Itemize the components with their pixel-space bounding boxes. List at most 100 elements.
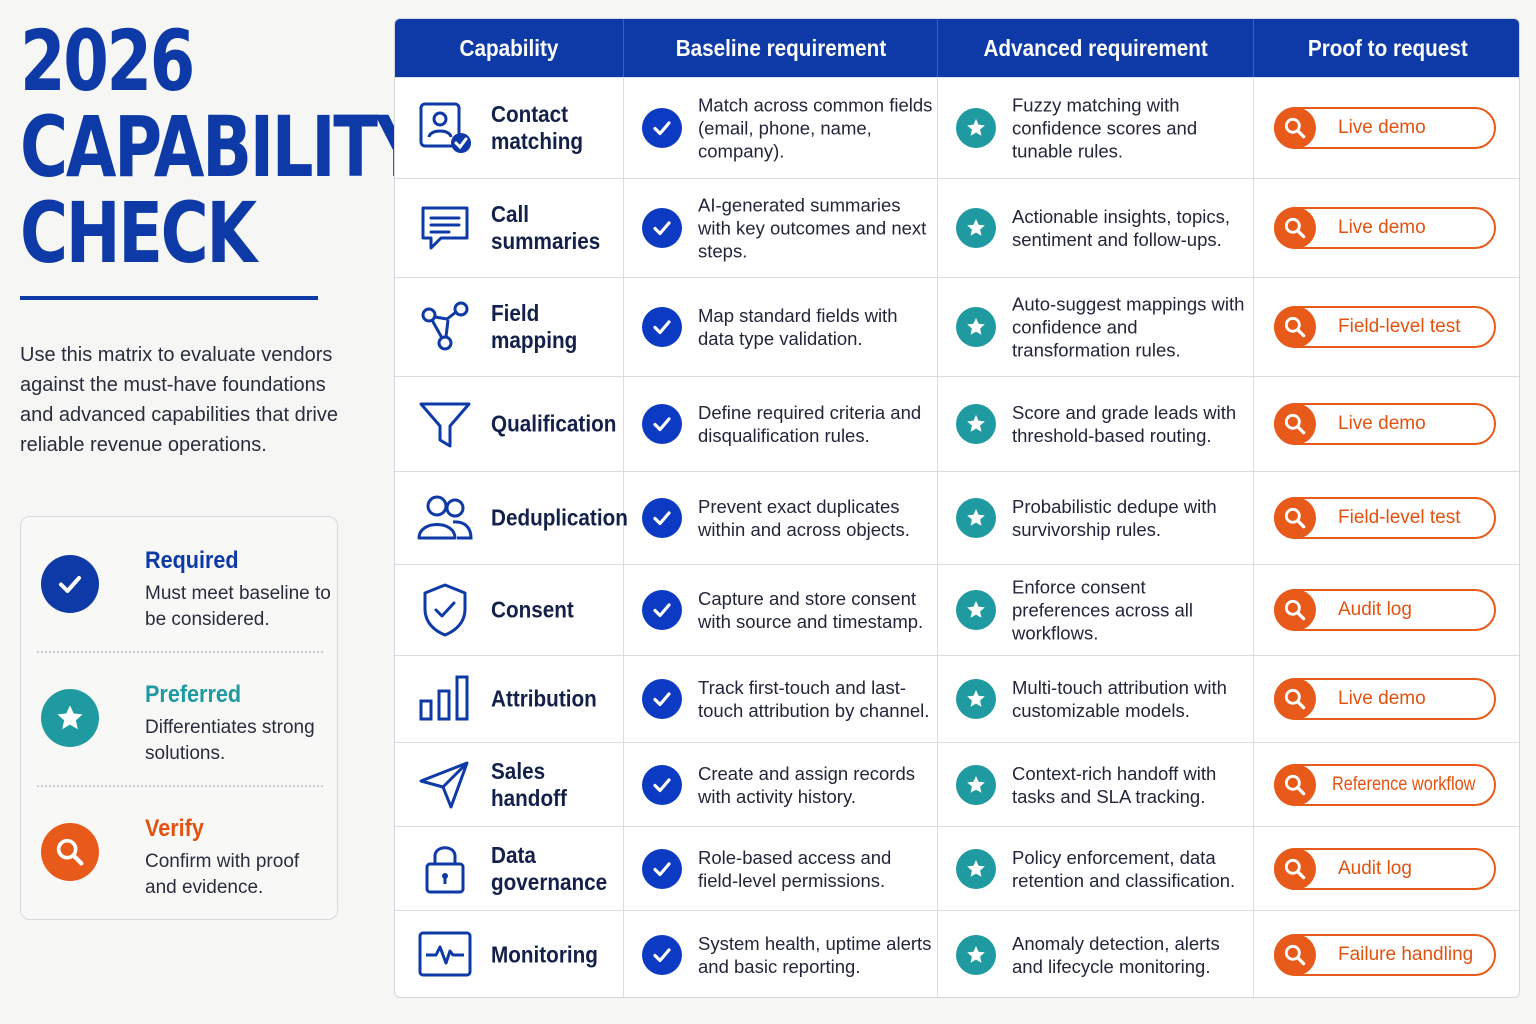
star-icon: [956, 307, 996, 347]
capability-cell: Deduplication: [395, 472, 628, 564]
proof-label: Audit log: [1338, 599, 1412, 620]
advanced-cell: Actionable insights, topics, sentiment a…: [938, 179, 1254, 277]
proof-button[interactable]: Audit log: [1274, 589, 1496, 631]
capability-cell: Contact matching: [395, 78, 624, 178]
proof-cell: Audit log: [1254, 827, 1519, 910]
magnifier-icon: [1274, 207, 1316, 249]
header-proof: Proof to request: [1307, 34, 1468, 61]
baseline-text: Role-based access and field-level permis…: [698, 846, 892, 891]
check-icon: [642, 404, 682, 444]
shield-check-icon: [415, 580, 475, 640]
proof-cell: Failure handling: [1254, 911, 1519, 997]
check-icon: [642, 848, 682, 889]
advanced-cell: Probabilistic dedupe with survivorship r…: [938, 472, 1254, 564]
title-line-2: CAPABILITY: [20, 98, 423, 196]
header-advanced: Advanced requirement: [938, 19, 1254, 77]
legend-item-required: Required Must meet baseline to be consid…: [41, 545, 331, 665]
magnifier-icon: [41, 823, 99, 881]
capability-name: Qualification: [491, 410, 617, 437]
advanced-text: Enforce consent preferences across all w…: [1012, 576, 1193, 644]
advanced-text: Auto-suggest mappings with confidence an…: [1012, 293, 1245, 361]
proof-button[interactable]: Live demo: [1274, 107, 1496, 149]
baseline-cell: Capture and store consent with source an…: [624, 565, 938, 655]
proof-label: Live demo: [1338, 117, 1426, 138]
magnifier-icon: [1274, 497, 1316, 539]
capability-name: Deduplication: [491, 504, 628, 531]
legend-item-verify: Verify Confirm with proof and evidence.: [41, 813, 325, 933]
capability-name: Sales handoff: [491, 757, 567, 811]
table-row: Field mapping Map standard fields with da…: [395, 277, 1519, 376]
proof-label: Reference workflow: [1332, 773, 1476, 795]
funnel-icon: [415, 394, 475, 454]
capability-name: Consent: [491, 596, 574, 623]
proof-label: Audit log: [1338, 857, 1412, 879]
capability-cell: Call summaries: [395, 179, 624, 277]
legend-divider: [37, 651, 323, 653]
baseline-cell: Track first-touch and last-touch attribu…: [624, 656, 938, 742]
advanced-text: Actionable insights, topics, sentiment a…: [1012, 206, 1231, 250]
advanced-cell: Auto-suggest mappings with confidence an…: [938, 278, 1254, 376]
header-baseline: Baseline requirement: [624, 19, 938, 77]
title-line-3: CHECK: [20, 184, 257, 282]
table-row: Call summaries AI-generated summaries wit…: [395, 178, 1519, 277]
advanced-text: Multi-touch attribution with customizabl…: [1012, 677, 1227, 721]
proof-button[interactable]: Audit log: [1274, 847, 1496, 890]
star-icon: [956, 848, 996, 889]
proof-cell: Field-level test: [1254, 278, 1519, 376]
left-panel: 2026 CAPABILITY CHECK Use this matrix to…: [20, 12, 423, 920]
magnifier-icon: [1274, 934, 1316, 976]
proof-button[interactable]: Field-level test: [1274, 497, 1496, 539]
advanced-cell: Multi-touch attribution with customizabl…: [938, 656, 1254, 742]
legend-name: Verify: [145, 815, 204, 842]
title-line-1: 2026: [20, 12, 195, 110]
capability-name: Call summaries: [491, 201, 601, 254]
advanced-cell: Fuzzy matching with confidence scores an…: [938, 78, 1254, 178]
magnifier-icon: [1274, 589, 1316, 631]
star-icon: [956, 935, 996, 975]
nodes-icon: [415, 297, 475, 357]
magnifier-icon: [1274, 306, 1316, 348]
baseline-text: Define required criteria and disqualific…: [698, 402, 922, 446]
proof-button[interactable]: Field-level test: [1274, 306, 1496, 348]
capability-cell: Qualification: [395, 377, 624, 471]
proof-label: Field-level test: [1338, 507, 1461, 528]
star-icon: [956, 208, 996, 248]
baseline-cell: Prevent exact duplicates within and acro…: [624, 472, 938, 564]
table-row: Contact matching Match across common fiel…: [395, 77, 1519, 178]
capability-cell: Sales handoff: [395, 743, 624, 826]
baseline-cell: Role-based access and field-level permis…: [624, 827, 938, 910]
star-icon: [956, 498, 996, 538]
table-row: Qualification Define required criteria an…: [395, 376, 1519, 471]
proof-cell: Live demo: [1254, 377, 1519, 471]
capability-name: Field mapping: [491, 300, 578, 353]
capability-matrix: Capability Baseline requirement Advanced…: [394, 18, 1520, 998]
capability-cell: Attribution: [395, 656, 624, 742]
title-divider: [20, 296, 318, 300]
padlock-icon: [415, 839, 475, 899]
baseline-text: Track first-touch and last-touch attribu…: [698, 677, 930, 721]
star-icon: [41, 689, 99, 747]
advanced-cell: Context-rich handoff with tasks and SLA …: [938, 743, 1254, 826]
proof-button[interactable]: Failure handling: [1274, 934, 1496, 976]
paper-plane-icon: [415, 755, 475, 815]
proof-button[interactable]: Live demo: [1274, 678, 1496, 720]
baseline-text: Create and assign records with activity …: [698, 762, 915, 807]
proof-button[interactable]: Reference workflow: [1274, 763, 1496, 806]
advanced-cell: Policy enforcement, data retention and c…: [938, 827, 1254, 910]
legend-divider: [37, 785, 323, 787]
proof-button[interactable]: Live demo: [1274, 403, 1496, 445]
baseline-text: System health, uptime alerts and basic r…: [698, 933, 932, 977]
star-icon: [956, 679, 996, 719]
table-row: Deduplication Prevent exact duplicates wi…: [395, 471, 1519, 564]
baseline-text: Match across common fields (email, phone…: [698, 94, 933, 162]
proof-label: Failure handling: [1338, 944, 1474, 965]
baseline-text: Capture and store consent with source an…: [698, 588, 924, 632]
baseline-cell: Create and assign records with activity …: [624, 743, 938, 826]
advanced-cell: Anomaly detection, alerts and lifecycle …: [938, 911, 1254, 997]
page-title: 2026 CAPABILITY CHECK: [20, 12, 423, 282]
proof-cell: Live demo: [1254, 656, 1519, 742]
baseline-text: AI-generated summaries with key outcomes…: [698, 194, 927, 262]
proof-button[interactable]: Live demo: [1274, 207, 1496, 249]
legend-item-preferred: Preferred Differentiates strong solution…: [41, 679, 325, 799]
star-icon: [956, 590, 996, 630]
